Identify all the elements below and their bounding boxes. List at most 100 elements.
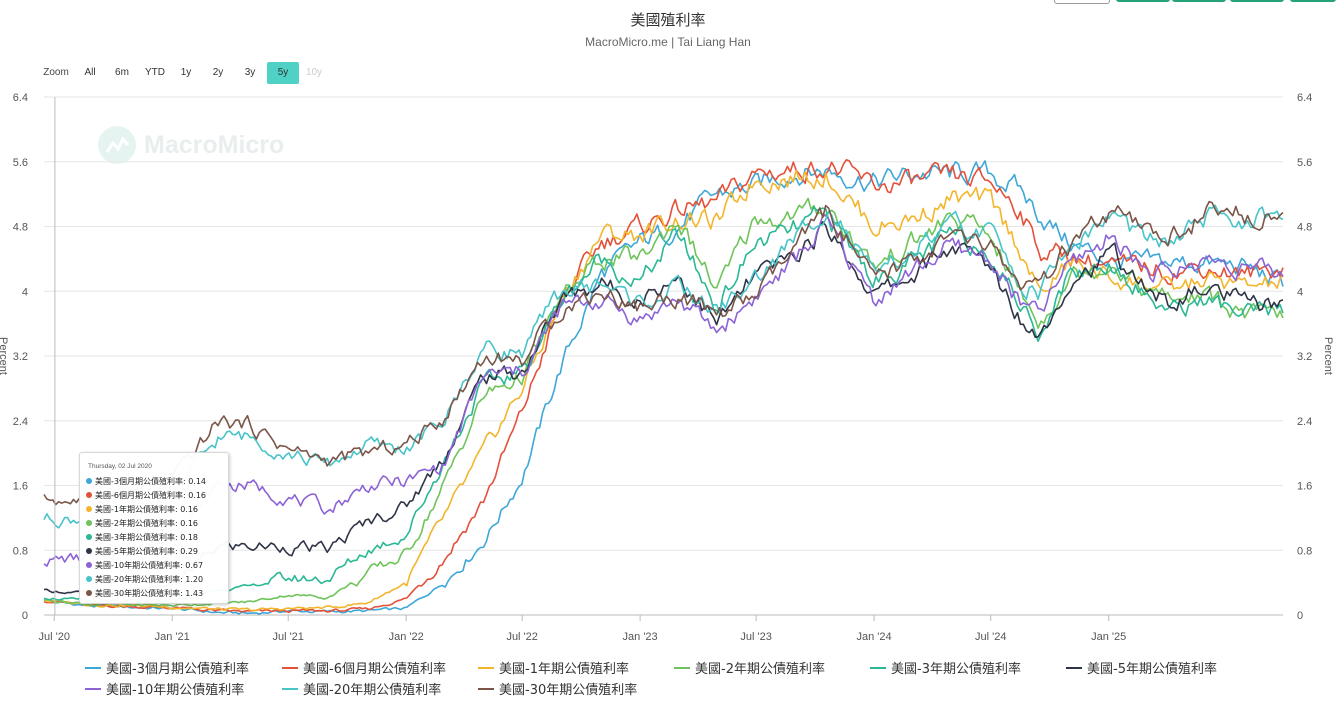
toolbar-button-2[interactable] <box>1172 0 1226 2</box>
legend-swatch-icon <box>1066 667 1082 669</box>
y-axis-label-right: Percent <box>1322 337 1334 375</box>
legend-label: 美國-3個月期公債殖利率 <box>106 662 249 677</box>
tooltip-row-text: 美國-3個月期公債殖利率: 0.14 <box>95 477 207 486</box>
legend-swatch-icon <box>85 688 101 690</box>
range-button-6m[interactable]: 6m <box>115 67 129 78</box>
chart-title: 美國殖利率 <box>630 11 706 29</box>
series-dot-icon <box>86 478 92 484</box>
legend-label: 美國-10年期公債殖利率 <box>106 683 245 698</box>
y-tick-label-right: 6.4 <box>1297 92 1312 104</box>
tooltip-row-10y: 美國-10年期公債殖利率: 0.67 <box>86 559 203 573</box>
legend-item-30y[interactable]: 美國-30年期公債殖利率 <box>478 681 637 701</box>
range-button-all[interactable]: All <box>84 67 96 78</box>
legend-item-20y[interactable]: 美國-20年期公債殖利率 <box>282 681 441 701</box>
y-tick-label-right: 0.8 <box>1297 545 1312 557</box>
legend-item-6m[interactable]: 美國-6個月期公債殖利率 <box>282 660 446 680</box>
toolbar-button-1[interactable] <box>1116 0 1170 2</box>
tooltip-row-3y: 美國-3年期公債殖利率: 0.18 <box>86 531 198 545</box>
legend-swatch-icon <box>85 667 101 669</box>
y-tick-label-left: 4.8 <box>13 222 28 234</box>
y-tick-label-right: 3.2 <box>1297 351 1312 363</box>
y-tick-label-left: 6.4 <box>13 92 28 104</box>
series-line-3y <box>43 206 1284 604</box>
legend-swatch-icon <box>478 688 494 690</box>
series-line-20y <box>43 204 1284 529</box>
y-tick-label-right: 0 <box>1297 610 1303 622</box>
zoom-label: Zoom <box>43 67 69 78</box>
y-axis-label-left: Percent <box>0 337 9 375</box>
y-tick-label-left: 0 <box>22 610 28 622</box>
legend-label: 美國-30年期公債殖利率 <box>499 683 638 698</box>
legend-swatch-icon <box>282 688 298 690</box>
tooltip-date: Thursday, 02 Jul 2020 <box>88 463 152 470</box>
range-button-3y[interactable]: 3y <box>244 67 256 78</box>
legend-swatch-icon <box>478 667 494 669</box>
legend-item-3m[interactable]: 美國-3個月期公債殖利率 <box>85 660 249 680</box>
toolbar-button-3[interactable] <box>1230 0 1284 2</box>
tooltip-row-1y: 美國-1年期公債殖利率: 0.16 <box>86 503 198 517</box>
range-button-2y[interactable]: 2y <box>212 67 224 78</box>
x-tick-label: Jul '24 <box>975 631 1006 643</box>
legend: 美國-3個月期公債殖利率 美國-6個月期公債殖利率 美國-1年期公債殖利率 美國-2年… <box>85 660 1325 710</box>
x-tick-label: Jan '24 <box>856 631 891 643</box>
tooltip-row-text: 美國-20年期公債殖利率: 1.20 <box>95 575 204 584</box>
range-button-1y[interactable]: 1y <box>180 67 192 78</box>
tooltip-row-text: 美國-5年期公債殖利率: 0.29 <box>95 547 199 556</box>
tooltip: Thursday, 02 Jul 2020 美國-3個月期公債殖利率: 0.14… <box>79 452 229 604</box>
legend-label: 美國-5年期公債殖利率 <box>1087 662 1217 677</box>
tooltip-row-text: 美國-10年期公債殖利率: 0.67 <box>95 561 204 570</box>
legend-swatch-icon <box>674 667 690 669</box>
tooltip-row-text: 美國-2年期公債殖利率: 0.16 <box>95 519 199 528</box>
legend-item-10y[interactable]: 美國-10年期公債殖利率 <box>85 681 244 701</box>
x-axis: Jul '20 Jan '21 Jul '21 Jan '22 Jul '22 Jan '… <box>39 615 1126 643</box>
watermark-text: MacroMicro <box>144 131 285 159</box>
legend-label: 美國-3年期公債殖利率 <box>891 662 1021 677</box>
x-tick-label: Jan '23 <box>623 631 658 643</box>
tooltip-row-text: 美國-30年期公債殖利率: 1.43 <box>95 589 204 598</box>
x-tick-label: Jul '23 <box>740 631 771 643</box>
legend-item-1y[interactable]: 美國-1年期公債殖利率 <box>478 660 629 680</box>
series-dot-icon <box>86 534 92 540</box>
y-tick-label-right: 4.8 <box>1297 222 1312 234</box>
y-axis-right: 0 0.8 1.6 2.4 3.2 4 4.8 5.6 6.4 <box>1297 92 1312 622</box>
range-button-ytd[interactable]: YTD <box>145 67 165 78</box>
watermark-logo-icon <box>98 126 136 164</box>
series-dot-icon <box>86 520 92 526</box>
tooltip-row-20y: 美國-20年期公債殖利率: 1.20 <box>86 573 203 587</box>
legend-swatch-icon <box>870 667 886 669</box>
y-tick-label-left: 1.6 <box>13 481 28 493</box>
tooltip-row-text: 美國-3年期公債殖利率: 0.18 <box>95 533 199 542</box>
legend-label: 美國-6個月期公債殖利率 <box>303 662 446 677</box>
chart-subtitle: MacroMicro.me | Tai Liang Han <box>585 35 751 49</box>
x-tick-label: Jan '25 <box>1091 631 1126 643</box>
y-tick-label-right: 5.6 <box>1297 157 1312 169</box>
x-tick-label: Jul '21 <box>272 631 303 643</box>
tooltip-row-text: 美國-1年期公債殖利率: 0.16 <box>95 505 199 514</box>
series-dot-icon <box>86 548 92 554</box>
range-button-5y[interactable]: 5y <box>267 62 299 84</box>
range-button-10y[interactable]: 10y <box>305 67 323 78</box>
grid-lines <box>44 96 1283 616</box>
series-dot-icon <box>86 506 92 512</box>
y-tick-label-left: 5.6 <box>13 157 28 169</box>
y-axis-left: 0 0.8 1.6 2.4 3.2 4 4.8 5.6 6.4 <box>13 92 28 622</box>
tooltip-row-text: 美國-6個月期公債殖利率: 0.16 <box>95 491 207 500</box>
series-line-2y <box>43 197 1284 608</box>
toolbar-button-outline[interactable] <box>1054 0 1110 4</box>
series-dot-icon <box>86 576 92 582</box>
toolbar-button-4[interactable] <box>1290 0 1336 2</box>
x-tick-label: Jul '20 <box>39 631 70 643</box>
legend-item-5y[interactable]: 美國-5年期公債殖利率 <box>1066 660 1217 680</box>
y-tick-label-right: 2.4 <box>1297 416 1312 428</box>
series-line-30y <box>43 200 1284 509</box>
y-tick-label-left: 0.8 <box>13 545 28 557</box>
series-dot-icon <box>86 562 92 568</box>
legend-item-2y[interactable]: 美國-2年期公債殖利率 <box>674 660 825 680</box>
legend-label: 美國-1年期公債殖利率 <box>499 662 629 677</box>
legend-item-3y[interactable]: 美國-3年期公債殖利率 <box>870 660 1021 680</box>
y-tick-label-right: 4 <box>1297 286 1303 298</box>
x-tick-label: Jan '21 <box>155 631 190 643</box>
tooltip-row-30y: 美國-30年期公債殖利率: 1.43 <box>86 587 203 601</box>
tooltip-row-5y: 美國-5年期公債殖利率: 0.29 <box>86 545 198 559</box>
